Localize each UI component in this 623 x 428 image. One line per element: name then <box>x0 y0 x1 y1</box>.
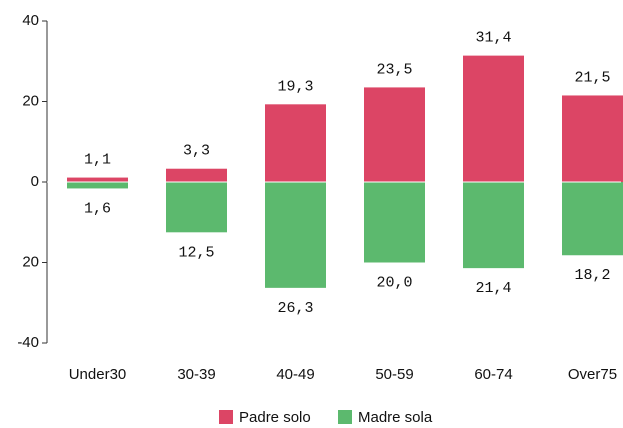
bar <box>562 182 623 256</box>
y-tick-label: 40 <box>22 12 39 29</box>
y-tick-label: 20 <box>22 92 39 109</box>
bar <box>463 55 524 182</box>
x-tick-label: Over75 <box>568 366 617 383</box>
y-tick-label: 0 <box>31 173 39 190</box>
bar <box>67 177 128 182</box>
data-label: 21,4 <box>475 280 511 297</box>
bar <box>265 182 326 288</box>
x-tick-label: 30-39 <box>177 366 215 383</box>
y-tick-label: -40 <box>17 334 39 351</box>
data-label: 26,3 <box>277 300 313 317</box>
data-label: 31,4 <box>475 30 511 47</box>
x-tick-label: 40-49 <box>276 366 314 383</box>
data-label: 12,5 <box>178 244 214 261</box>
y-tick-label: 20 <box>22 253 39 270</box>
bar <box>463 182 524 269</box>
data-label: 18,2 <box>574 267 610 284</box>
bar <box>166 182 227 233</box>
data-label: 3,3 <box>183 143 210 160</box>
bar <box>364 182 425 263</box>
data-label: 1,1 <box>84 152 111 169</box>
legend-label: Madre sola <box>358 409 433 426</box>
legend-swatch <box>338 410 352 424</box>
bar <box>67 182 128 189</box>
data-label: 20,0 <box>376 274 412 291</box>
x-tick-label: 50-59 <box>375 366 413 383</box>
data-label: 19,3 <box>277 78 313 95</box>
data-label: 23,5 <box>376 61 412 78</box>
x-tick-label: 60-74 <box>474 366 512 383</box>
bar <box>265 104 326 182</box>
bar <box>166 168 227 182</box>
x-tick-label: Under30 <box>69 366 127 383</box>
legend-swatch <box>219 410 233 424</box>
bar <box>364 87 425 182</box>
legend-label: Padre solo <box>239 409 311 426</box>
bar <box>562 95 623 182</box>
data-label: 1,6 <box>84 200 111 217</box>
data-label: 21,5 <box>574 69 610 86</box>
